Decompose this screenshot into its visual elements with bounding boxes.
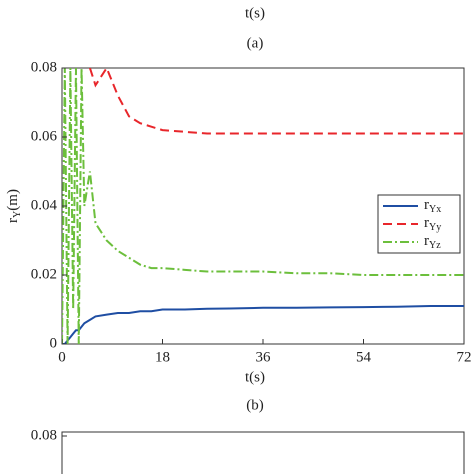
legend-label: rYx xyxy=(424,197,441,215)
y-label-unit: (m) xyxy=(5,189,21,211)
x-tick-label: 18 xyxy=(155,349,170,365)
y-axis-label: rY(m) xyxy=(5,189,23,223)
x-tick-label: 36 xyxy=(256,349,272,365)
legend-name: r xyxy=(424,197,429,213)
x-tick-label: 54 xyxy=(356,349,372,365)
y-tick-label: 0 xyxy=(50,335,58,351)
legend-label: rYy xyxy=(424,215,441,233)
legend-sub: Yy xyxy=(429,222,441,233)
legend-name: r xyxy=(424,215,429,231)
y-tick-label: 0.08 xyxy=(31,427,57,443)
legend-sub: Yx xyxy=(429,204,441,215)
series-line xyxy=(88,68,464,135)
legend-sub: Yz xyxy=(429,240,441,251)
y-label-sub: Y xyxy=(12,211,23,218)
x-tick-label: 72 xyxy=(457,349,472,365)
caption: (a) xyxy=(247,35,264,51)
x-tick-label: 0 xyxy=(58,349,66,365)
plot-area xyxy=(62,68,464,344)
legend-label: rYz xyxy=(424,233,441,251)
y-tick-label: 0.06 xyxy=(31,128,58,144)
y-tick-label: 0.02 xyxy=(31,266,57,282)
series-line xyxy=(62,305,464,344)
legend-name: r xyxy=(424,233,429,249)
y-label-text: r xyxy=(5,218,21,223)
y-tick-label: 0.04 xyxy=(31,197,58,213)
x-axis-label: t(s) xyxy=(245,5,265,21)
caption: (b) xyxy=(246,397,264,413)
x-axis-label: t(s) xyxy=(245,369,265,385)
y-tick-label: 0.08 xyxy=(31,59,57,75)
series-line xyxy=(62,68,464,344)
plot-frame xyxy=(61,431,465,474)
